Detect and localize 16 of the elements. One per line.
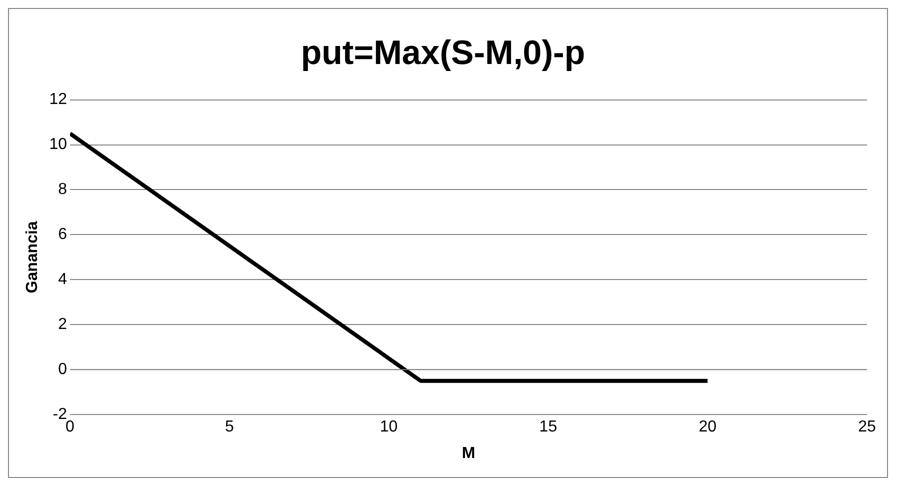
x-tick-label: 25 [858, 418, 876, 436]
y-tick-label: -2 [52, 406, 68, 424]
y-tick-label: 4 [58, 271, 68, 288]
y-tick-label: 8 [58, 181, 68, 198]
y-axis-title: Ganancia [24, 221, 42, 294]
y-tick-label: 12 [49, 91, 68, 108]
x-axis-title: M [462, 444, 476, 462]
y-tick-label: 0 [58, 361, 68, 378]
y-tick-label: 2 [58, 316, 68, 334]
x-tick-label: 20 [698, 418, 717, 436]
x-tick-label: 10 [380, 418, 398, 436]
x-tick-label: 15 [539, 418, 558, 436]
y-tick-label: 10 [49, 136, 68, 154]
x-tick-label: 5 [224, 418, 234, 436]
chart-title: put=Max(S-M,0)-p [300, 34, 586, 72]
y-tick-label: 6 [58, 226, 68, 244]
